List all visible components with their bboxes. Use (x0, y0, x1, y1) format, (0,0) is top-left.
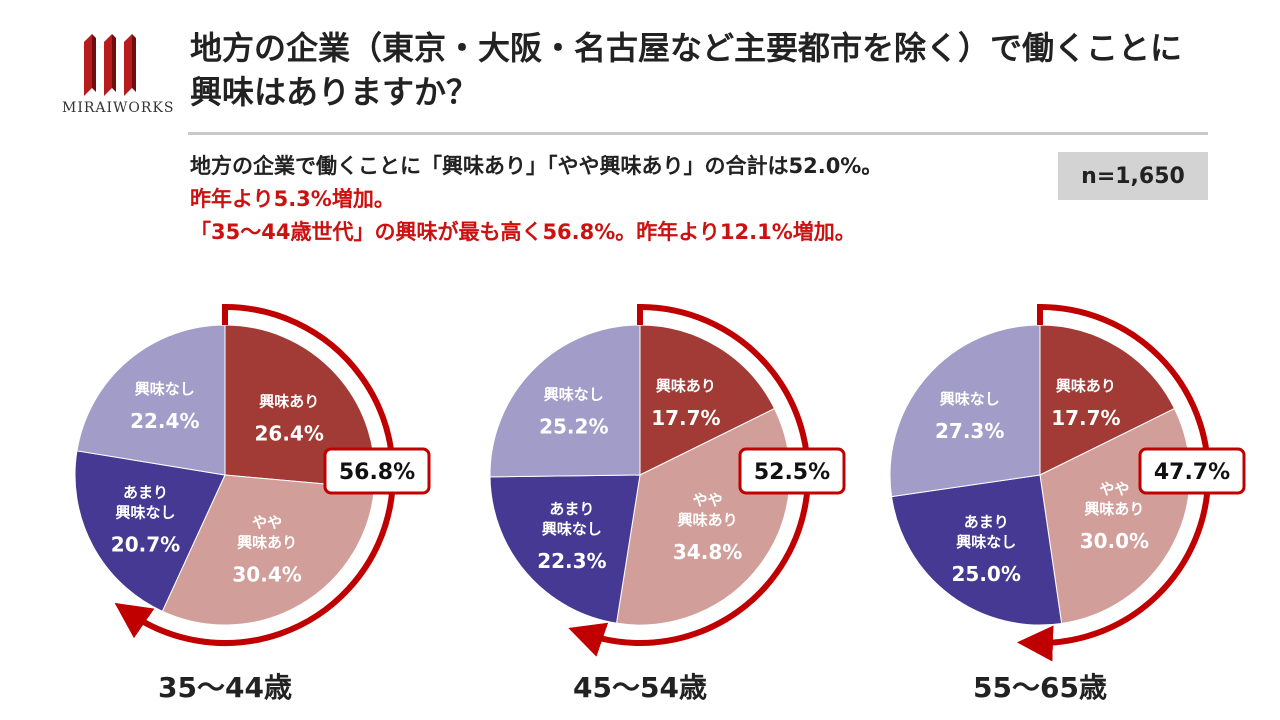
slice-category-label: やや (1099, 480, 1129, 498)
summary-block: 地方の企業で働くことに「興味あり」「やや興味あり」の合計は52.0%。 昨年より… (190, 150, 882, 249)
slice-value-label: 25.0% (952, 562, 1021, 586)
slice-value-label: 34.8% (673, 540, 742, 564)
pie-slice (74, 450, 226, 612)
slice-category-label: あまり (123, 483, 168, 501)
pie-slice (76, 324, 226, 476)
pie-slice (489, 474, 641, 624)
pie-slice (161, 474, 375, 626)
age-group-label: 55～65歳 (973, 671, 1107, 704)
interest-total-arc (568, 304, 811, 657)
miraiworks-logo-icon (84, 34, 136, 96)
slice-value-label: 22.4% (130, 409, 199, 433)
slice-value-label: 20.7% (111, 532, 180, 556)
slice-category-label: 興味あり (678, 511, 738, 529)
slice-category-label: 興味なし (115, 503, 175, 521)
title-divider (188, 132, 1208, 135)
slice-category-label: 興味なし (956, 533, 1016, 551)
slice-category-label: やや (693, 491, 723, 509)
slice-value-label: 30.0% (1080, 529, 1149, 553)
pie-slice (489, 324, 641, 478)
logo-text: MIRAIWORKS (62, 100, 175, 116)
sample-size-badge: n=1,650 (1058, 152, 1208, 200)
slice-category-label: 興味あり (237, 534, 297, 552)
slice-value-label: 26.4% (255, 421, 324, 445)
pie-slice (889, 324, 1041, 498)
slice-value-label: 25.2% (539, 415, 608, 439)
slice-value-label: 30.4% (232, 563, 301, 587)
total-callout-value: 56.8% (339, 460, 415, 485)
total-callout-value: 52.5% (754, 460, 830, 485)
age-group-label: 45～54歳 (573, 671, 707, 704)
slice-value-label: 27.3% (935, 419, 1004, 443)
total-callout-box (323, 447, 431, 495)
page-title: 地方の企業（東京・大阪・名古屋など主要都市を除く）で働くことに 興味はありますか… (190, 26, 1250, 114)
pie-chart-3: 興味あり17.7%やや興味あり30.0%あまり興味なし25.0%興味なし27.3… (889, 304, 1246, 704)
slice-value-label: 22.3% (537, 549, 606, 573)
slice-category-label: 興味あり (1084, 500, 1144, 518)
slice-category-label: あまり (964, 513, 1009, 531)
summary-line-1: 地方の企業で働くことに「興味あり」「やや興味あり」の合計は52.0%。 (190, 154, 883, 178)
age-group-label: 35～44歳 (158, 671, 292, 704)
total-callout-box (738, 447, 846, 495)
slice-category-label: 興味なし (940, 390, 1000, 408)
summary-line-3: 「35～44歳世代」の興味が最も高く56.8%。昨年より12.1%増加。 (190, 220, 856, 244)
total-callout-box (1138, 447, 1246, 495)
slice-category-label: 興味なし (544, 386, 604, 404)
slice-category-label: 興味あり (1056, 377, 1116, 395)
slice-value-label: 17.7% (1051, 406, 1120, 430)
total-callout-value: 47.7% (1154, 460, 1230, 485)
title-line-1: 地方の企業（東京・大阪・名古屋など主要都市を除く）で働くことに (190, 29, 1183, 67)
interest-total-arc (114, 304, 396, 646)
slice-category-label: 興味あり (656, 377, 716, 395)
pie-chart-1: 興味あり26.4%やや興味あり30.4%あまり興味なし20.7%興味なし22.4… (74, 304, 431, 704)
pie-slice (890, 474, 1063, 626)
slice-category-label: あまり (549, 500, 594, 518)
slice-category-label: 興味なし (542, 520, 602, 538)
slice-category-label: やや (252, 514, 282, 532)
brand-logo: MIRAIWORKS (62, 34, 175, 116)
slice-category-label: 興味なし (135, 380, 195, 398)
pie-slice (1039, 324, 1176, 476)
slice-value-label: 17.7% (651, 406, 720, 430)
slice-category-label: 興味あり (259, 392, 319, 410)
title-line-2: 興味はありますか？ (190, 73, 479, 111)
pie-slice (639, 324, 776, 476)
summary-line-2: 昨年より5.3%増加。 (190, 187, 395, 211)
pie-chart-2: 興味あり17.7%やや興味あり34.8%あまり興味なし22.3%興味なし25.2… (489, 304, 846, 704)
